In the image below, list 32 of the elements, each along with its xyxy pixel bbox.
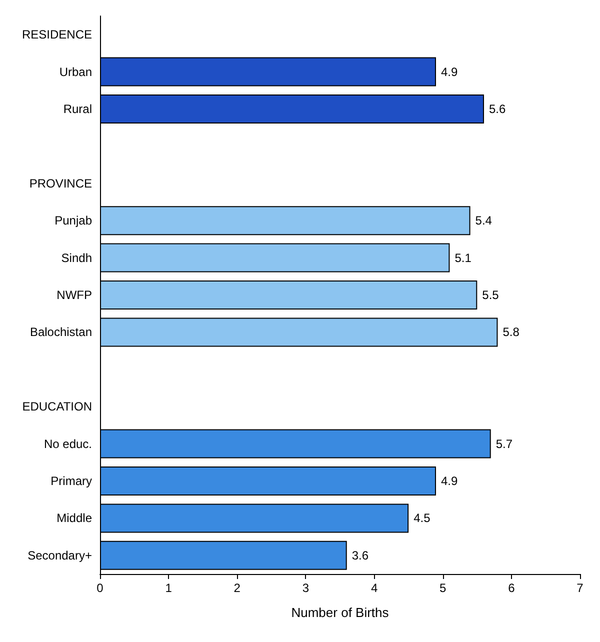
data-label: 5.1 xyxy=(454,250,472,265)
data-label: 5.5 xyxy=(482,288,500,302)
data-label: 5.6 xyxy=(489,102,506,116)
x-tick-label: 6 xyxy=(508,581,516,595)
y-tick-label: No educ. xyxy=(44,436,92,451)
y-tick-label: Rural xyxy=(63,102,92,116)
y-tick-label: Balochistan xyxy=(30,325,92,340)
x-tick-label: 1 xyxy=(165,581,172,595)
y-tick-label: Middle xyxy=(56,511,92,526)
data-label: 4.9 xyxy=(441,474,458,488)
x-tick-label: 7 xyxy=(576,581,584,595)
y-tick-label: PROVINCE xyxy=(29,176,92,190)
data-label: 4.9 xyxy=(441,64,458,79)
y-tick-label: Primary xyxy=(50,474,92,488)
y-tick-label: RESIDENCE xyxy=(22,28,92,42)
data-label: 3.6 xyxy=(352,548,369,562)
x-axis-title: Number of Births xyxy=(291,605,390,620)
data-label: 4.5 xyxy=(414,511,431,526)
data-label: 5.7 xyxy=(496,436,513,451)
y-tick-label: Punjab xyxy=(54,214,92,228)
x-tick-label: 5 xyxy=(440,581,447,595)
y-tick-label: NWFP xyxy=(56,288,92,302)
x-tick-label: 3 xyxy=(302,581,310,595)
data-label: 5.4 xyxy=(475,214,492,228)
y-tick-label: Urban xyxy=(59,64,92,79)
y-tick-label: EDUCATION xyxy=(22,400,92,414)
x-tick-label: 0 xyxy=(96,581,104,595)
y-tick-label: Sindh xyxy=(61,250,92,265)
data-label: 5.8 xyxy=(502,325,520,340)
y-tick-label: Secondary+ xyxy=(28,548,92,562)
x-tick-label: 4 xyxy=(370,581,378,595)
x-tick-label: 2 xyxy=(234,581,241,595)
